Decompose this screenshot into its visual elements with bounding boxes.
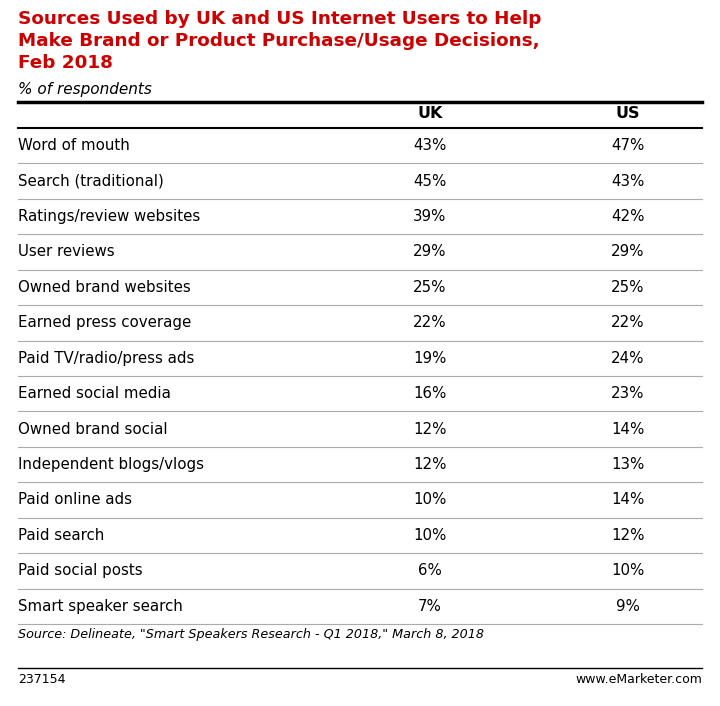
Text: UK: UK xyxy=(418,106,443,121)
Text: 10%: 10% xyxy=(611,563,644,578)
Text: 12%: 12% xyxy=(611,528,644,543)
Text: 25%: 25% xyxy=(413,280,446,295)
Text: 12%: 12% xyxy=(413,457,446,472)
Text: 29%: 29% xyxy=(413,244,446,260)
Text: 45%: 45% xyxy=(413,174,446,189)
Text: Earned press coverage: Earned press coverage xyxy=(18,316,192,330)
Text: 25%: 25% xyxy=(611,280,644,295)
Text: 22%: 22% xyxy=(413,316,447,330)
Text: US: US xyxy=(616,106,640,121)
Text: 22%: 22% xyxy=(611,316,645,330)
Text: 43%: 43% xyxy=(611,174,644,189)
Text: 39%: 39% xyxy=(413,209,446,224)
Text: 7%: 7% xyxy=(418,599,442,614)
Text: Owned brand websites: Owned brand websites xyxy=(18,280,191,295)
Text: 14%: 14% xyxy=(611,493,644,508)
Text: Search (traditional): Search (traditional) xyxy=(18,174,164,189)
Text: 16%: 16% xyxy=(413,386,446,401)
Text: Independent blogs/vlogs: Independent blogs/vlogs xyxy=(18,457,204,472)
Text: User reviews: User reviews xyxy=(18,244,114,260)
Text: 42%: 42% xyxy=(611,209,644,224)
Text: 9%: 9% xyxy=(616,599,640,614)
Text: Paid online ads: Paid online ads xyxy=(18,493,132,508)
Text: 29%: 29% xyxy=(611,244,644,260)
Text: Sources Used by UK and US Internet Users to Help
Make Brand or Product Purchase/: Sources Used by UK and US Internet Users… xyxy=(18,10,541,73)
Text: Paid TV/radio/press ads: Paid TV/radio/press ads xyxy=(18,351,194,366)
Text: 10%: 10% xyxy=(413,493,446,508)
Text: 237154: 237154 xyxy=(18,673,66,686)
Text: 23%: 23% xyxy=(611,386,644,401)
Text: Owned brand social: Owned brand social xyxy=(18,421,168,436)
Text: Paid search: Paid search xyxy=(18,528,104,543)
Text: Word of mouth: Word of mouth xyxy=(18,138,130,153)
Text: Earned social media: Earned social media xyxy=(18,386,171,401)
Text: 43%: 43% xyxy=(413,138,446,153)
Text: Source: Delineate, "Smart Speakers Research - Q1 2018," March 8, 2018: Source: Delineate, "Smart Speakers Resea… xyxy=(18,628,484,641)
Text: 13%: 13% xyxy=(611,457,644,472)
Text: www.eMarketer.com: www.eMarketer.com xyxy=(575,673,702,686)
Text: 12%: 12% xyxy=(413,421,446,436)
Text: 6%: 6% xyxy=(418,563,442,578)
Text: Paid social posts: Paid social posts xyxy=(18,563,143,578)
Text: % of respondents: % of respondents xyxy=(18,82,152,97)
Text: 10%: 10% xyxy=(413,528,446,543)
Text: Ratings/review websites: Ratings/review websites xyxy=(18,209,200,224)
Text: 24%: 24% xyxy=(611,351,644,366)
Text: Smart speaker search: Smart speaker search xyxy=(18,599,183,614)
Text: 14%: 14% xyxy=(611,421,644,436)
Text: 19%: 19% xyxy=(413,351,446,366)
Text: 47%: 47% xyxy=(611,138,644,153)
